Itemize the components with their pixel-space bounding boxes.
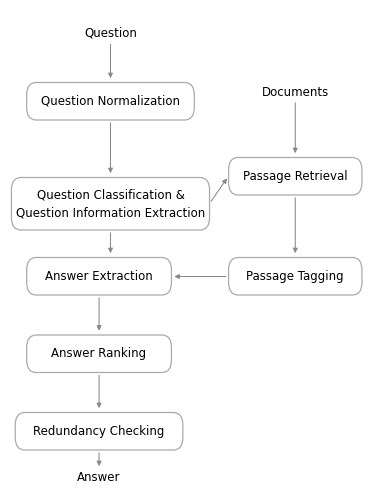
Text: Question Normalization: Question Normalization	[41, 95, 180, 108]
Text: Documents: Documents	[262, 86, 329, 99]
Text: Answer: Answer	[77, 471, 121, 484]
Text: Question Classification &
Question Information Extraction: Question Classification & Question Infor…	[16, 188, 205, 219]
FancyBboxPatch shape	[15, 412, 183, 450]
Text: Answer Extraction: Answer Extraction	[45, 270, 153, 283]
Text: Redundancy Checking: Redundancy Checking	[34, 425, 165, 438]
FancyBboxPatch shape	[229, 258, 362, 295]
FancyBboxPatch shape	[27, 82, 194, 120]
Text: Passage Tagging: Passage Tagging	[247, 270, 344, 283]
FancyBboxPatch shape	[229, 158, 362, 195]
FancyBboxPatch shape	[27, 258, 171, 295]
Text: Question: Question	[84, 26, 137, 39]
FancyBboxPatch shape	[11, 178, 210, 230]
Text: Passage Retrieval: Passage Retrieval	[243, 170, 347, 182]
Text: Answer Ranking: Answer Ranking	[51, 347, 147, 360]
FancyBboxPatch shape	[27, 335, 171, 372]
